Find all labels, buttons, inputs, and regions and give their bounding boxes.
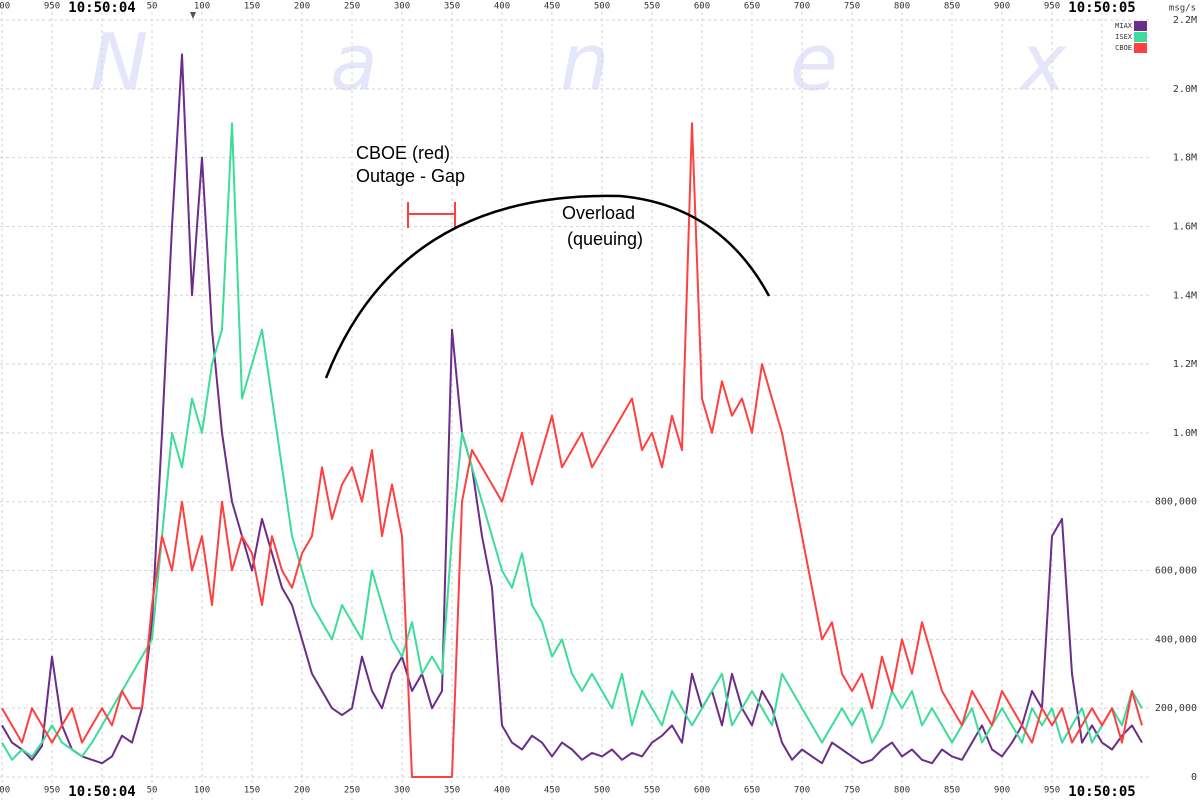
watermark-letter: x [1017, 18, 1067, 108]
watermark-letter: e [790, 18, 838, 108]
annotations: CBOE (red) Outage - Gap Overload (queuin… [324, 143, 771, 379]
watermark-letter: N [90, 18, 148, 108]
x-tick-label: 50 [147, 2, 158, 12]
y-tick-label: 2.2M [1173, 15, 1197, 26]
annotation: Outage - Gap [356, 166, 465, 186]
x-tick-label: 150 [244, 2, 260, 12]
legend-swatch [1134, 32, 1147, 42]
y-tick-label: 0 [1191, 772, 1197, 783]
x-tick-label: 350 [444, 2, 460, 12]
x-tick-label: 900 [994, 786, 1010, 796]
x-tick-label: 200 [294, 2, 310, 12]
y-tick-label: 1.6M [1173, 221, 1197, 232]
x-tick-label: 750 [844, 786, 860, 796]
x-tick-label: 100 [194, 786, 210, 796]
watermark-letter: a [330, 18, 378, 108]
x-tick-label: 650 [744, 2, 760, 12]
legend-label: ISEX [1115, 33, 1133, 41]
x-tick-label: 600 [694, 786, 710, 796]
overload-arc [324, 194, 771, 379]
x-tick-label: 950 [44, 2, 60, 12]
x-tick-label: 150 [244, 786, 260, 796]
series-line [1, 122, 1143, 778]
x-tick-label: 400 [494, 786, 510, 796]
x-tick-label: 400 [494, 2, 510, 12]
y-tick-label: 1.2M [1173, 359, 1197, 370]
watermark-letter: n [560, 18, 609, 108]
x-tick-label: 300 [394, 786, 410, 796]
x-tick-label: 900 [0, 2, 10, 12]
y-tick-label: 600,000 [1155, 566, 1197, 577]
x-tick-label: 700 [794, 2, 810, 12]
x-tick-label: 350 [444, 786, 460, 796]
x-tick-label: 600 [694, 2, 710, 12]
x-tick-label: 10:50:04 [68, 784, 135, 800]
annotation: CBOE (red) [356, 143, 450, 163]
legend-label: MIAX [1115, 22, 1133, 30]
x-tick-label: 950 [1044, 2, 1060, 12]
x-tick-label: 450 [544, 786, 560, 796]
y-tick-label: 1.8M [1173, 153, 1197, 164]
series-line [1, 53, 1143, 765]
plot [1, 53, 1143, 778]
x-tick-label: 900 [0, 786, 10, 796]
y-axis-label: msg/s [1169, 4, 1196, 14]
x-tick-label: 850 [944, 786, 960, 796]
x-tick-label: 800 [894, 2, 910, 12]
y-tick-label: 2.0M [1173, 84, 1197, 95]
x-tick-label: 650 [744, 786, 760, 796]
x-tick-label: 500 [594, 786, 610, 796]
x-tick-label: 500 [594, 2, 610, 12]
x-tick-label: 200 [294, 786, 310, 796]
x-tick-label: 550 [644, 786, 660, 796]
x-tick-label: 950 [1044, 786, 1060, 796]
x-tick-label: 700 [794, 786, 810, 796]
marker [190, 12, 196, 19]
y-tick-label: 800,000 [1155, 497, 1197, 508]
annotation: (queuing) [567, 229, 643, 249]
x-tick-label: 10:50:05 [1068, 784, 1135, 800]
watermark: N a n e x [90, 18, 1067, 108]
y-tick-label: 400,000 [1155, 634, 1197, 645]
x-tick-label: 50 [147, 786, 158, 796]
x-tick-label: 900 [994, 2, 1010, 12]
series-line [1, 122, 1143, 761]
y-tick-label: 200,000 [1155, 703, 1197, 714]
x-tick-label: 800 [894, 786, 910, 796]
legend-swatch [1134, 43, 1147, 53]
x-tick-label: 10:50:04 [68, 0, 135, 16]
x-tick-label: 850 [944, 2, 960, 12]
x-tick-label: 750 [844, 2, 860, 12]
x-tick-label: 250 [344, 2, 360, 12]
x-tick-label: 10:50:05 [1068, 0, 1135, 16]
legend: MIAX ISEX CBOE [1115, 21, 1147, 53]
legend-swatch [1134, 21, 1147, 31]
x-tick-label: 100 [194, 2, 210, 12]
x-tick-label: 550 [644, 2, 660, 12]
annotation: Overload [562, 203, 635, 223]
x-tick-label: 450 [544, 2, 560, 12]
x-tick-label: 300 [394, 2, 410, 12]
x-tick-label: 950 [44, 786, 60, 796]
y-tick-label: 1.4M [1173, 290, 1197, 301]
gap-bracket [407, 202, 456, 228]
x-tick-label: 250 [344, 786, 360, 796]
y-tick-label: 1.0M [1173, 428, 1197, 439]
legend-label: CBOE [1115, 44, 1132, 52]
